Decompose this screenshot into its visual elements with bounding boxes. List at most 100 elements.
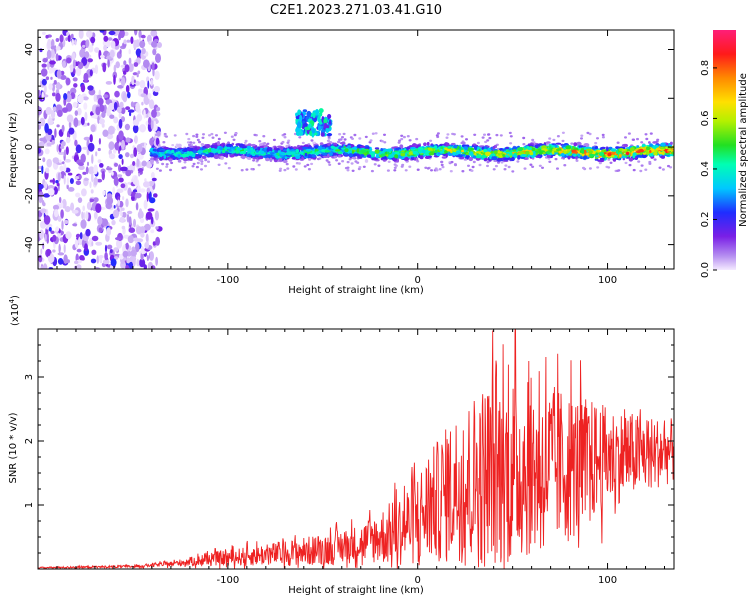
spectrogram-cell <box>158 169 162 172</box>
spectrogram-cell <box>346 169 350 172</box>
spectrogram-cell <box>326 139 330 142</box>
spectrogram-cell <box>139 226 146 234</box>
spectrogram-cell <box>177 154 181 159</box>
spectrogram-cell <box>155 167 159 170</box>
spectrogram-cell <box>217 141 220 146</box>
spectrogram-cell <box>329 141 333 144</box>
spectrogram-cell <box>573 151 578 154</box>
spectrogram-cell <box>135 202 139 211</box>
spectrogram-cell <box>201 147 205 151</box>
spectrogram-cell <box>123 60 127 66</box>
spectrogram-cell <box>507 165 511 169</box>
spectrogram-cell <box>93 211 98 220</box>
spectrogram-cell <box>99 104 105 112</box>
spectrogram-cell <box>91 154 94 164</box>
spectrogram-cell <box>93 94 97 102</box>
spectrogram-cell <box>575 159 579 162</box>
spectrogram-cell <box>136 185 141 194</box>
spectrogram-cell <box>353 153 358 156</box>
spectrogram-cell <box>84 51 90 59</box>
spectrogram-cell <box>151 177 157 182</box>
spectrogram-cell <box>337 155 342 158</box>
spectrogram-cell <box>471 145 474 148</box>
spectrogram-cell <box>55 92 61 102</box>
spectrogram-cell <box>75 180 82 186</box>
spectrogram-cell <box>148 180 154 187</box>
spectrogram-cell <box>146 191 149 202</box>
spectrogram-cell <box>421 149 427 154</box>
spectrogram-cell <box>610 148 617 152</box>
spectrogram-cell <box>133 147 138 158</box>
spectrogram-cell <box>75 144 82 154</box>
spectrogram-cell <box>117 199 121 206</box>
spectrogram-cell <box>628 157 634 162</box>
spectrogram-cell <box>64 159 71 163</box>
spectrogram-cell <box>415 157 419 161</box>
spectrogram-cell <box>177 143 182 148</box>
spectrogram-cell <box>322 144 327 148</box>
spectrogram-cell <box>508 152 513 156</box>
spectrogram-cell <box>93 197 99 203</box>
spectrogram-cell <box>625 151 630 156</box>
spectrogram-cell <box>628 163 632 167</box>
spectrogram-cell <box>474 145 478 151</box>
spectrogram-cell <box>77 61 80 65</box>
spectrogram-cell <box>404 169 408 172</box>
snr-scale-note: (x104) <box>8 295 21 326</box>
spectrogram-cell <box>305 148 312 152</box>
spectrogram-cell <box>201 155 207 159</box>
spectrogram-cell <box>195 133 199 136</box>
spectrogram-cell <box>472 160 476 164</box>
spectrogram-cell <box>59 34 64 43</box>
spectrogram-cell <box>97 216 103 226</box>
spectrogram-cell <box>362 165 366 168</box>
spectrogram-cell <box>445 153 448 158</box>
snr-panel: -100 0 100 1 2 3 Height of straight line (km)… <box>8 295 675 596</box>
colorbar-tick-label: 0.2 <box>700 212 711 228</box>
spectrogram-cell <box>228 148 232 152</box>
spectrogram-cell <box>371 132 375 135</box>
spectrogram-cell <box>582 155 588 160</box>
spectrogram-cell <box>291 150 296 155</box>
spectrogram-cell <box>388 154 394 159</box>
spectrogram-cell <box>440 160 444 164</box>
spectrogram-cell <box>95 241 103 246</box>
spectrogram-cell <box>383 133 386 136</box>
spectrogram-cell <box>412 150 419 155</box>
spectrogram-cell <box>97 147 101 152</box>
spectrogram-cell <box>546 151 551 155</box>
snr-y-tick-label: 2 <box>24 438 35 444</box>
spectrogram-cell <box>140 232 145 238</box>
spectrogram-cell <box>646 146 650 151</box>
spectrogram-cell <box>554 152 558 155</box>
spectrogram-cell <box>129 111 132 117</box>
spectrogram-cell <box>40 266 45 269</box>
spectrogram-cell <box>57 252 65 256</box>
spectrogram-cell <box>38 183 44 190</box>
spectrogram-cell <box>309 147 315 150</box>
spectrogram-cell <box>103 44 107 51</box>
spectrogram-cell <box>112 186 116 195</box>
spectrogram-cell <box>147 92 152 100</box>
spectrogram-cell <box>181 166 185 170</box>
spectrogram-cell <box>126 39 131 43</box>
spectrogram-cell <box>460 135 464 138</box>
spectrogram-cell <box>70 202 75 211</box>
spectrogram-cell <box>656 138 660 141</box>
spectrogram-cell <box>111 219 116 226</box>
spectrogram-cell <box>447 145 452 149</box>
spectrogram-cell <box>204 158 208 162</box>
spectrogram-cell <box>63 244 66 254</box>
spectrogram-cell <box>669 141 673 145</box>
spectrogram-cell <box>257 163 261 167</box>
spectrogram-cell <box>124 64 130 73</box>
spectrogram-cell <box>483 133 486 136</box>
spectrogram-cell <box>358 137 362 140</box>
spectrogram-cell <box>341 147 346 150</box>
spectrogram-cell <box>660 142 666 147</box>
spectrogram-cell <box>171 149 175 154</box>
spectrogram-cell <box>327 114 332 119</box>
spectrogram-cell <box>122 196 125 201</box>
spectrogram-cell <box>189 145 194 148</box>
